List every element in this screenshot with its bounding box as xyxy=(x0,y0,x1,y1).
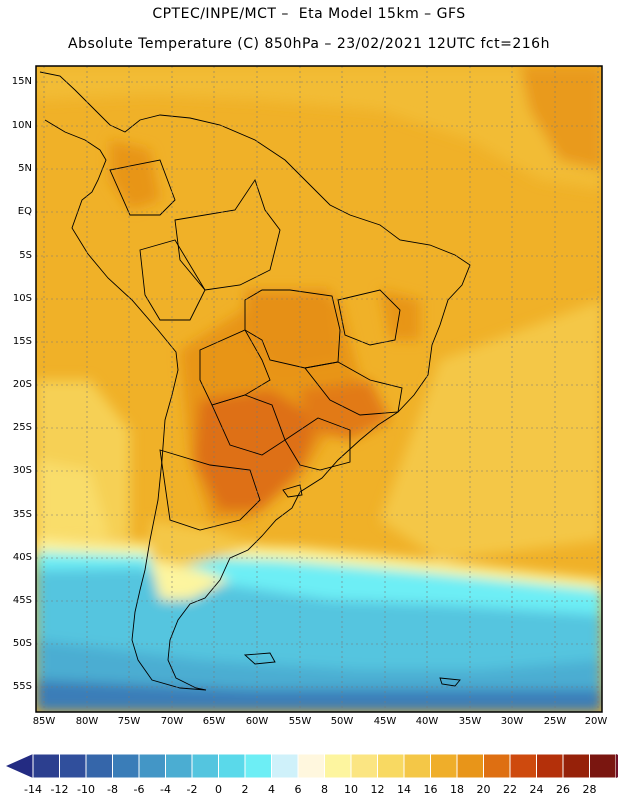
lon-label: 75W xyxy=(117,716,141,727)
lat-lon-grid xyxy=(36,66,602,712)
colorbar-label: 24 xyxy=(529,783,544,796)
colorbar-label: 16 xyxy=(423,783,438,796)
temperature-field xyxy=(36,66,602,712)
colorbar-swatch xyxy=(456,753,484,779)
colorbar-label: 4 xyxy=(268,783,275,796)
colorbar-label: -2 xyxy=(186,783,198,796)
colorbar-label: 10 xyxy=(344,783,358,796)
colorbar-swatch xyxy=(32,753,60,779)
lat-label: 40S xyxy=(12,552,32,563)
colorbar xyxy=(6,753,618,779)
map-frame xyxy=(35,65,603,713)
lat-label: 10N xyxy=(11,120,32,131)
lat-label: 35S xyxy=(12,509,32,520)
colorbar-swatch xyxy=(244,753,272,779)
lon-label: 40W xyxy=(415,716,439,727)
lat-label: 55S xyxy=(12,681,32,692)
colorbar-swatch xyxy=(165,753,193,779)
colorbar-label: 18 xyxy=(450,783,464,796)
colorbar-swatch xyxy=(85,753,113,779)
colorbar-swatch xyxy=(218,753,246,779)
colorbar-label: -14 xyxy=(24,783,42,796)
colorbar-label: -12 xyxy=(50,783,69,796)
lat-label: 10S xyxy=(12,293,32,304)
lat-label: 5S xyxy=(19,250,32,261)
lat-label: 45S xyxy=(12,595,32,606)
lat-label: 15S xyxy=(12,336,32,347)
colorbar-label: -8 xyxy=(107,783,118,796)
colorbar-label: 14 xyxy=(397,783,411,796)
colorbar-label: 2 xyxy=(241,783,249,796)
colorbar-label: -6 xyxy=(133,783,145,796)
lon-label: 55W xyxy=(288,716,312,727)
lat-label: 50S xyxy=(12,638,32,649)
colorbar-swatch xyxy=(138,753,166,779)
colorbar-label: 20 xyxy=(476,783,491,796)
colorbar-swatch xyxy=(271,753,299,779)
colorbar-swatch xyxy=(403,753,431,779)
colorbar-swatch xyxy=(59,753,87,779)
chart-title-line1: CPTEC/INPE/MCT – Eta Model 15km – GFS xyxy=(152,6,466,22)
lon-label: 25W xyxy=(543,716,567,727)
chart-title-line2: Absolute Temperature (C) 850hPa – 23/02/… xyxy=(68,36,550,52)
lon-label: 85W xyxy=(32,716,56,727)
colorbar-swatch xyxy=(589,753,617,779)
lat-label: EQ xyxy=(17,206,32,217)
colorbar-swatch xyxy=(536,753,564,779)
colorbar-swatch xyxy=(324,753,352,779)
colorbar-label: 22 xyxy=(503,783,517,796)
colorbar-swatch xyxy=(377,753,405,779)
colorbar-swatch xyxy=(191,753,219,779)
colorbar-label: 0 xyxy=(215,783,222,796)
lon-label: 80W xyxy=(75,716,99,727)
colorbar-label: 8 xyxy=(321,783,328,796)
colorbar-swatch xyxy=(483,753,511,779)
colorbar-label: -10 xyxy=(77,783,95,796)
colorbar-label: 12 xyxy=(370,783,385,796)
lat-label: 5N xyxy=(18,163,32,174)
lon-label: 30W xyxy=(500,716,524,727)
lat-label: 15N xyxy=(11,76,32,87)
lat-label: 20S xyxy=(12,379,32,390)
lat-label: 25S xyxy=(12,422,32,433)
colorbar-swatch xyxy=(509,753,537,779)
colorbar-low-arrow xyxy=(6,754,33,778)
colorbar-swatch xyxy=(297,753,325,779)
lon-label: 20W xyxy=(584,716,608,727)
colorbar-label: 6 xyxy=(294,783,302,796)
colorbar-label: -4 xyxy=(160,783,171,796)
colorbar-swatch xyxy=(430,753,458,779)
lon-label: 70W xyxy=(160,716,184,727)
lat-label: 30S xyxy=(12,465,32,476)
lon-label: 50W xyxy=(330,716,354,727)
colorbar-swatch xyxy=(350,753,378,779)
lon-label: 35W xyxy=(458,716,482,727)
coastlines-and-borders xyxy=(39,71,471,691)
lon-label: 60W xyxy=(245,716,269,727)
colorbar-swatch xyxy=(112,753,140,779)
colorbar-label: 28 xyxy=(582,783,597,796)
colorbar-label: 26 xyxy=(556,783,570,796)
colorbar-swatch xyxy=(562,753,590,779)
lon-label: 65W xyxy=(202,716,226,727)
lon-label: 45W xyxy=(373,716,397,727)
